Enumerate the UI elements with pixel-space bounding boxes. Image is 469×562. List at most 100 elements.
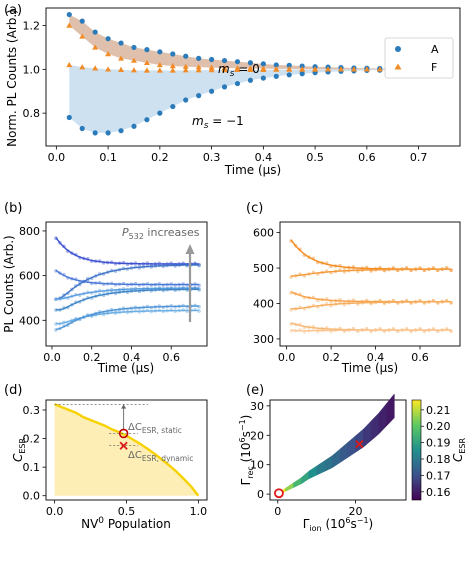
panel-a-label: (a): [4, 3, 22, 18]
panel-d-xticks: 0.0 0.5 1.0: [46, 500, 207, 518]
data-point-f: [143, 67, 150, 73]
data-point-f: [260, 66, 267, 72]
panel-b-label: (b): [4, 201, 22, 216]
data-point-a: [66, 114, 72, 121]
svg-text:CESR: CESR: [451, 438, 467, 463]
panel-d-ylabel-sub: ESR: [18, 438, 27, 454]
band-segment: [370, 412, 380, 442]
data-point-f: [312, 66, 319, 72]
data-point-a: [260, 61, 266, 67]
panel-d: (d) 0.0 0.5 1.0 0.0 0.1 0.2 0.3 NV0 Populatio…: [4, 383, 208, 531]
data-point-f: [247, 66, 254, 72]
data-point-f: [156, 67, 163, 73]
shaded-band: [69, 14, 445, 70]
ytick-label: 1.0: [23, 63, 41, 76]
xtick-label: 0.0: [43, 351, 61, 364]
colorbar-tick-label: 0.16: [426, 486, 451, 499]
data-point-a: [234, 80, 241, 87]
data-point-a: [157, 49, 163, 55]
xtick-label: 0.1: [99, 151, 117, 164]
panel-c: (c) 0.0 0.2 0.4 0.6 300 400 500 600 Time (μs): [246, 201, 461, 375]
xtick-label: 0.2: [322, 351, 340, 364]
band-segment: [293, 477, 302, 489]
ytick-label: 300: [253, 333, 274, 346]
xtick-label: 0.0: [278, 351, 296, 364]
data-point-f: [79, 64, 86, 70]
colorbar-ticks: 0.16 0.17 0.18 0.19 0.20 0.21: [421, 404, 451, 499]
colorbar-tick-label: 0.20: [426, 420, 451, 433]
annot-ms0-rest: = 0: [234, 62, 259, 76]
data-point-a: [196, 93, 202, 99]
data-point-f: [299, 66, 306, 72]
data-point-f: [221, 66, 228, 73]
panel-e-ylabel-rest: (10: [239, 442, 253, 466]
arrow-p-sub: 532: [129, 232, 144, 241]
panel-a-xticks: 0.0 0.1 0.2 0.3 0.4 0.5 0.6 0.7: [48, 146, 428, 164]
panel-a-xlabel: Time (μs): [224, 163, 281, 177]
legend-label-a: A: [431, 43, 439, 56]
panel-e-ylabel-close: ): [239, 415, 253, 420]
band-segment: [324, 455, 333, 472]
xtick-label: 0.4: [123, 351, 141, 364]
ytick-label: 600: [19, 270, 40, 283]
colorbar-tick-label: 0.21: [426, 404, 451, 417]
annot-ms0-sub: s: [230, 69, 235, 79]
xtick-label: 0.7: [410, 151, 428, 164]
xtick-label: 0.4: [255, 151, 273, 164]
data-point-a: [299, 63, 305, 69]
data-point-f: [182, 67, 189, 73]
panel-b-series: [54, 236, 201, 332]
band-segment: [308, 465, 317, 480]
xtick-label: 1.0: [190, 505, 208, 518]
data-point-f: [92, 44, 99, 50]
xtick-label: 0.6: [162, 351, 180, 364]
panel-d-area: [54, 403, 200, 497]
panel-c-series: [289, 239, 453, 334]
panel-c-xlabel: Time (μs): [341, 361, 398, 375]
data-point-f: [286, 66, 293, 72]
ytick-label: 0: [257, 488, 264, 501]
fit-line: [55, 309, 200, 325]
data-point-f: [182, 63, 189, 69]
svg-text:ms = −1: ms = −1: [192, 114, 244, 131]
fit-line: [290, 291, 452, 303]
xtick-label: 0.0: [48, 151, 66, 164]
data-point-a: [79, 125, 85, 132]
data-point-f: [92, 65, 99, 71]
marker-circle: [274, 488, 284, 499]
band-segment: [378, 402, 387, 435]
xtick-label: 0.6: [411, 351, 429, 364]
fit-line: [55, 264, 200, 300]
ytick-label: 10: [250, 459, 264, 472]
ytick-label: 600: [253, 227, 274, 240]
xtick-label: 0.5: [118, 505, 136, 518]
data-point-a: [118, 128, 124, 134]
xtick-label: 20: [348, 505, 362, 518]
fit-line: [290, 239, 452, 270]
band-segment: [285, 482, 294, 492]
data-point-f: [130, 67, 137, 73]
data-point-f: [79, 33, 86, 39]
ytick-label: 0.2: [23, 433, 41, 446]
panel-e-ylabel-sup: 6: [238, 437, 247, 442]
svg-text:P532 increases: P532 increases: [122, 226, 200, 241]
data-point-f: [130, 57, 137, 63]
data-point-f: [337, 66, 344, 72]
data-point-a: [260, 75, 266, 81]
panel-b-xticks: 0.0 0.2 0.4 0.6: [43, 346, 180, 364]
panel-d-dynamic-label: ΔC: [128, 450, 142, 461]
panel-d-xlabel: NV: [81, 517, 99, 531]
colorbar-tick-label: 0.18: [426, 453, 451, 466]
data-point-a: [144, 117, 150, 123]
data-point-f: [325, 66, 332, 72]
legend-box: [384, 37, 454, 79]
fit-line: [55, 287, 200, 300]
ytick-label: 1.2: [23, 20, 41, 33]
band-segment: [300, 470, 310, 485]
ytick-label: 0.8: [23, 107, 41, 120]
data-point-a: [131, 44, 137, 51]
data-point-f: [363, 66, 370, 72]
data-point-a: [183, 53, 189, 59]
data-point-f: [208, 66, 215, 73]
